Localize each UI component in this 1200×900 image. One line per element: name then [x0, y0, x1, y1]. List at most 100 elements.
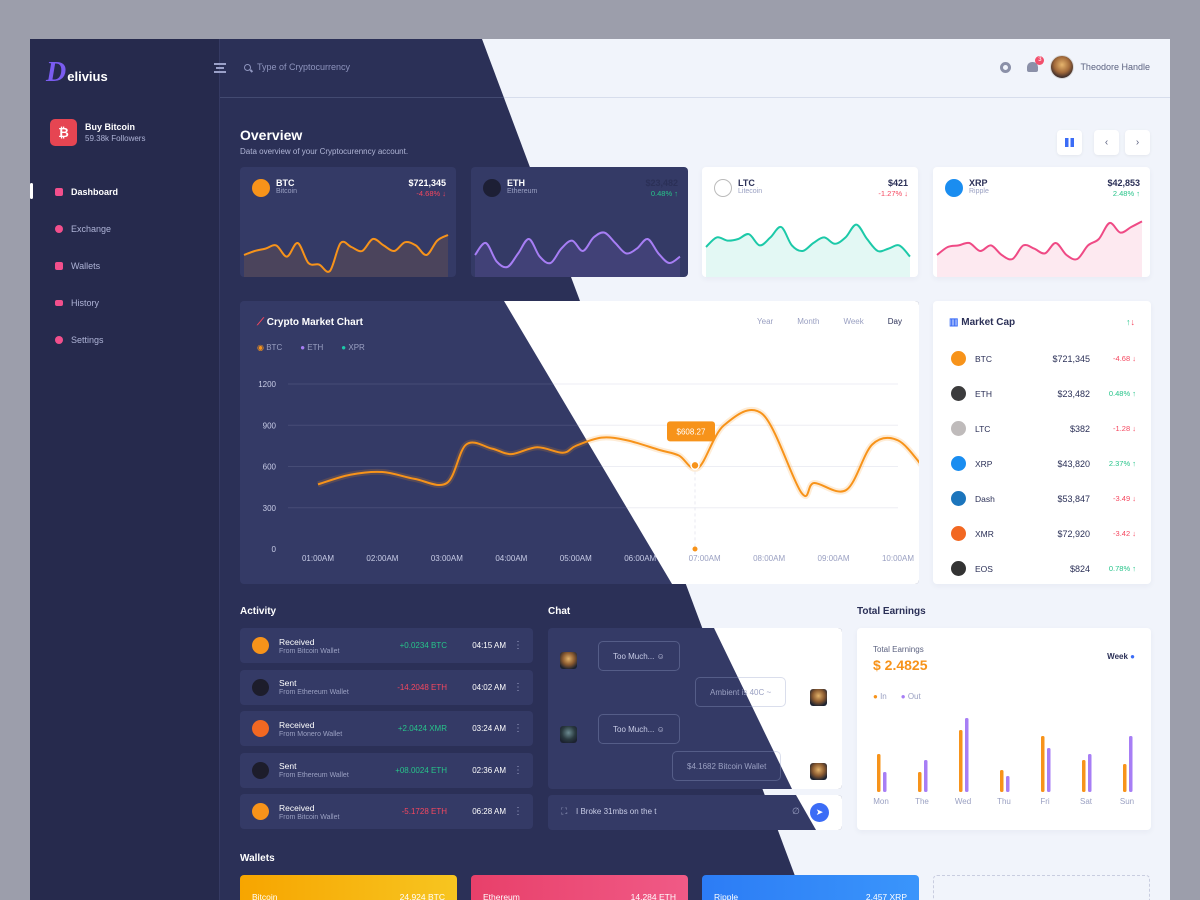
bar-in — [1123, 764, 1127, 792]
coin-card-ltc[interactable]: LTC Litecoin $421 -1.27% ↓ — [702, 167, 918, 277]
legend-dot: ● — [873, 692, 878, 701]
tab-month[interactable]: Month — [797, 317, 820, 326]
search-icon — [244, 63, 251, 71]
add-wallet-card[interactable] — [933, 875, 1150, 900]
coin-change-value: 0.48% — [1108, 389, 1131, 398]
coin-price: $382 — [1069, 423, 1090, 434]
activity-row[interactable]: Sent From Ethereum Wallet -14.2048 ETH 04:0… — [240, 669, 533, 705]
coin-icon — [951, 351, 966, 366]
attachment-icon[interactable]: ∅ — [792, 806, 800, 816]
coin-card-xrp[interactable]: XRP Ripple $42,853 2.48% ↑ — [933, 167, 1150, 277]
coin-change-value: -4.68% — [416, 189, 441, 198]
bar-out — [965, 718, 969, 792]
more-icon[interactable]: ⋮ — [513, 681, 523, 693]
search-bar[interactable]: Type of Cryptocurrency — [244, 62, 350, 72]
coin-price: $824 — [1069, 563, 1090, 574]
market-cap-row[interactable]: XRP $43,820 2.37% ↑ — [933, 446, 1151, 481]
sidebar-item-exchange[interactable]: Exchange — [30, 210, 220, 247]
coin-price: $72,920 — [1057, 528, 1090, 539]
sidebar-item-history[interactable]: History — [30, 284, 220, 321]
market-cap-row[interactable]: XMR $72,920 -3.42 ↓ — [933, 516, 1151, 551]
wallet-card-ethereum[interactable]: Ethereum 14.284 ETH — [471, 875, 688, 900]
ripple-icon — [945, 179, 963, 197]
more-icon[interactable]: ⋮ — [513, 723, 523, 734]
send-button[interactable]: ➤ — [810, 803, 829, 822]
activity-row[interactable]: Received From Bitcoin Wallet +0.0234 BTC 04… — [240, 628, 533, 663]
coin-symbol: XRP — [969, 178, 988, 188]
tab-day[interactable]: Day — [887, 317, 902, 326]
market-cap-row[interactable]: ETH $23,482 0.48% ↑ — [933, 376, 1151, 411]
legend-xpr[interactable]: ● XPR — [341, 343, 365, 352]
day-label: The — [915, 797, 929, 806]
activity-time: 04:15 AM — [472, 641, 506, 650]
market-cap-row[interactable]: BTC $721,345 -4.68 ↓ — [933, 341, 1151, 376]
more-icon[interactable]: ⋮ — [513, 764, 523, 776]
coin-card-eth[interactable]: ETH Ethereum $23,482 0.48% ↑ — [471, 167, 688, 277]
bar-in — [1000, 770, 1004, 792]
coin-change-value: 0.78% — [1108, 564, 1131, 573]
prev-button[interactable]: ‹ — [1094, 130, 1119, 155]
tab-year[interactable]: Year — [757, 317, 774, 326]
sparkline-line — [243, 234, 449, 273]
bar-in — [1041, 736, 1045, 792]
buy-bitcoin-promo[interactable]: ₿ Buy Bitcoin 59.38k Followers — [50, 119, 145, 146]
sidebar-item-label: History — [71, 297, 100, 308]
grid-view-button[interactable] — [1057, 130, 1082, 155]
activity-row[interactable]: Received From Monero Wallet +2.0424 XMR 03:… — [240, 711, 533, 746]
legend-eth[interactable]: ● ETH — [300, 343, 323, 352]
notification-icon[interactable]: 3 — [1027, 56, 1045, 72]
more-icon[interactable]: ⋮ — [513, 806, 523, 817]
y-tick-label: 0 — [272, 545, 277, 554]
next-button[interactable]: › — [1125, 130, 1150, 155]
logo[interactable]: D elivius — [46, 59, 108, 87]
sidebar-item-dashboard[interactable]: Dashboard — [30, 173, 220, 210]
x-tick-label: 06:00AM — [624, 554, 656, 563]
legend-btc[interactable]: ◉ BTC — [257, 343, 282, 352]
x-tick-label: 04:00AM — [495, 554, 527, 563]
activity-time: 04:02 AM — [472, 682, 506, 692]
sort-arrows-icon[interactable]: ↑↓ — [1126, 317, 1135, 327]
sparkline-area — [244, 235, 448, 277]
period-selector[interactable]: Week ● — [1107, 652, 1135, 661]
tab-week[interactable]: Week — [843, 317, 864, 326]
wallet-card-bitcoin[interactable]: Bitcoin 24.924 BTC — [240, 875, 457, 900]
search-input[interactable]: Type of Cryptocurrency — [257, 62, 351, 72]
user-name[interactable]: Theodore Handle — [1080, 62, 1150, 72]
earnings-title: Total Earnings — [857, 606, 926, 617]
expand-icon[interactable]: ⛶ — [561, 806, 568, 816]
more-icon[interactable]: ⋮ — [513, 640, 523, 651]
market-cap-row[interactable]: Dash $53,847 -3.49 ↓ — [933, 481, 1151, 516]
activity-row[interactable]: Received From Bitcoin Wallet -5.1728 ETH 06… — [240, 794, 533, 829]
coin-change: -3.49 ↓ — [1113, 494, 1136, 503]
coin-symbol: XRP — [975, 458, 993, 469]
chat-message-text: Ambient is 40C ~ — [710, 687, 772, 697]
coin-change-value: -3.49 — [1113, 494, 1131, 503]
chat-title: Chat — [548, 606, 571, 617]
activity-row[interactable]: Sent From Ethereum Wallet +08.0024 ETH 02:3… — [240, 752, 533, 788]
chat-message: Ambient is 40C ~ — [695, 677, 787, 707]
x-tick-label: 07:00AM — [689, 554, 721, 563]
activity-time: 06:28 AM — [472, 807, 506, 816]
menu-toggle-icon[interactable] — [214, 63, 226, 73]
market-cap-card: ▥ Market Cap ↑↓ BTC $721,345 -4.68 ↓ ETH $23… — [933, 301, 1151, 584]
activity-type: Received — [279, 802, 315, 813]
chat-input[interactable]: I Broke 31mbs on the t — [576, 807, 657, 816]
market-cap-row[interactable]: LTC $382 -1.28 ↓ — [933, 411, 1151, 446]
activity-type: Received — [279, 719, 315, 730]
wallet-card-ripple[interactable]: Ripple 2.457 XRP — [702, 875, 919, 900]
folder-icon — [55, 299, 63, 306]
exchange-icon — [55, 224, 63, 233]
bitcoin-icon — [252, 179, 270, 197]
coin-change: 2.48% ↑ — [1112, 189, 1140, 198]
earnings-card: Total Earnings $ 2.4825 Week ● ● In ● Ou… — [857, 628, 1151, 830]
coin-card-btc[interactable]: BTC Bitcoin $721,345 -4.68% ↓ — [240, 167, 456, 277]
market-line-chart[interactable]: 0 300 600 900 1200 01:00AM 02:00AM 03:00AM 04:00… — [240, 301, 919, 584]
sparkline-area — [706, 224, 910, 277]
chat-message: Too Much... ☺ — [598, 714, 680, 744]
gear-icon[interactable] — [1000, 61, 1012, 73]
avatar[interactable] — [1050, 55, 1075, 79]
sidebar-item-wallets[interactable]: Wallets — [30, 247, 220, 284]
x-tick-label: 05:00AM — [560, 554, 592, 563]
market-cap-row[interactable]: EOS $824 0.78% ↑ — [933, 551, 1151, 584]
sidebar-item-settings[interactable]: Settings — [30, 321, 220, 358]
